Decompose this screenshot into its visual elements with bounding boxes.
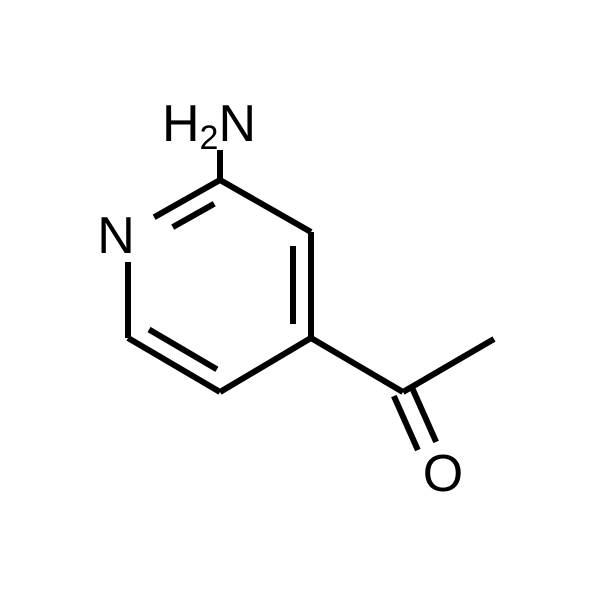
- molecule-diagram: N H2N O: [0, 0, 600, 600]
- atom-label-h2n: H2N: [162, 95, 256, 157]
- atom-label-n-ring: N: [97, 207, 135, 265]
- atom-label-o: O: [423, 445, 463, 503]
